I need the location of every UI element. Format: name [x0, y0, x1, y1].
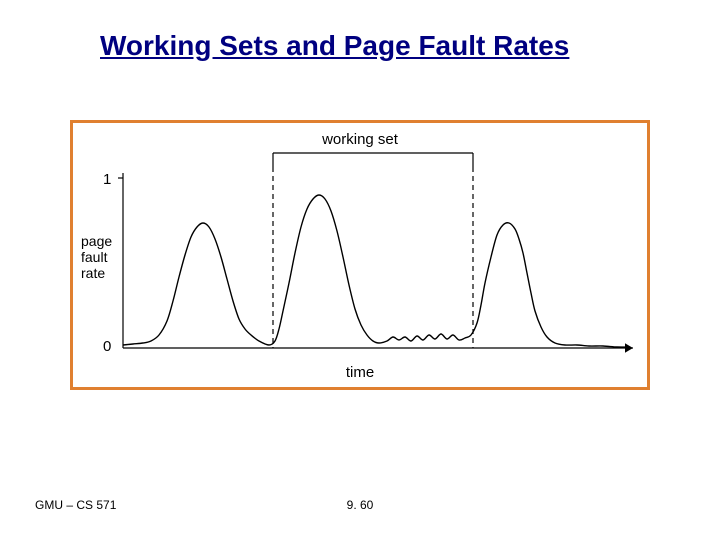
slide: Working Sets and Page Fault Rates workin… [0, 0, 720, 540]
slide-title: Working Sets and Page Fault Rates [100, 30, 569, 62]
figure-frame: working set 1 0 page fault rate time [70, 120, 650, 390]
footer-left: GMU – CS 571 [35, 498, 116, 512]
chart-svg [73, 123, 653, 393]
figure: working set 1 0 page fault rate time [73, 123, 647, 387]
footer-center: 9. 60 [347, 498, 374, 512]
